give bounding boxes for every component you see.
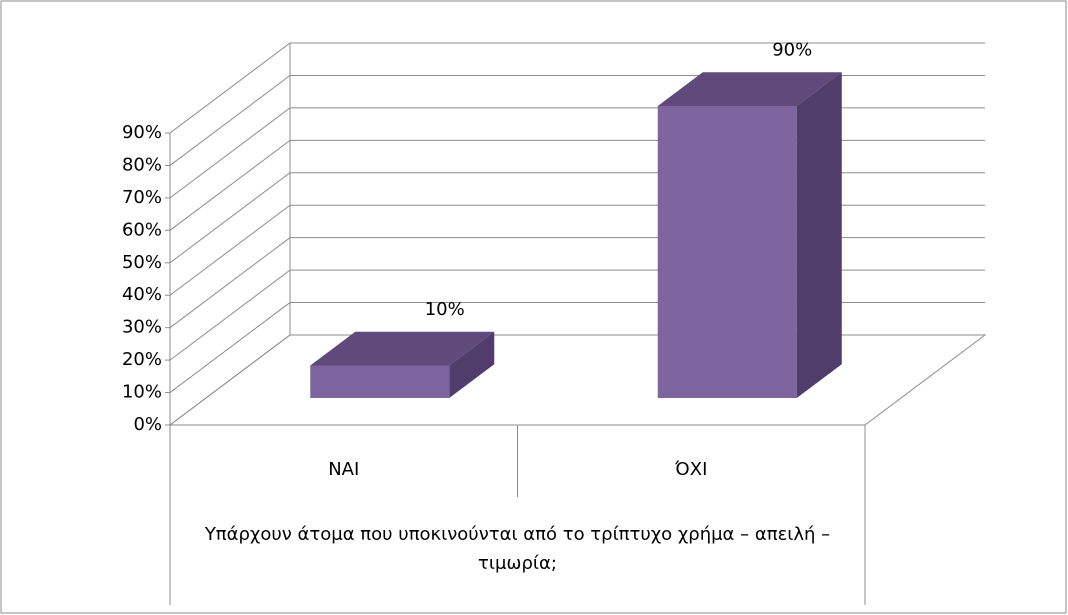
x-axis-title: Υπάρχουν άτομα που υποκινούνται από το τ…	[204, 524, 831, 574]
grid-line	[169, 269, 985, 361]
bar-top	[657, 72, 842, 106]
grid-line	[169, 42, 985, 134]
floor	[168, 334, 987, 426]
y-tick-label: 30%	[122, 317, 162, 338]
grid-line	[169, 74, 985, 166]
bar-front	[310, 365, 450, 398]
y-tick-label: 90%	[122, 122, 162, 143]
grid-line	[169, 172, 985, 264]
bar	[310, 331, 495, 398]
y-tick-label: 60%	[122, 219, 162, 240]
y-tick-label: 20%	[122, 349, 162, 370]
grid-line	[169, 204, 985, 296]
bar-side	[796, 72, 842, 398]
y-tick-label: 70%	[122, 187, 162, 208]
x-tick-label: ΝΑΙ	[328, 459, 359, 480]
bar-front	[657, 106, 797, 398]
y-tick-label: 10%	[122, 382, 162, 403]
value-label: 90%	[772, 39, 812, 60]
x-tick-label: ΌΧΙ	[674, 459, 707, 480]
grid-line	[169, 237, 985, 329]
grid-line	[169, 302, 985, 393]
grid-line	[169, 107, 985, 199]
y-tick-label: 50%	[122, 252, 162, 273]
y-tick-label: 80%	[122, 154, 162, 175]
grid-line	[169, 139, 985, 231]
bar-top	[310, 331, 495, 366]
grid-line	[169, 334, 985, 426]
value-label: 10%	[425, 299, 465, 320]
y-tick-label: 40%	[122, 284, 162, 305]
bar-side	[449, 331, 495, 398]
bar	[657, 72, 842, 398]
y-tick-label: 0%	[133, 414, 162, 435]
